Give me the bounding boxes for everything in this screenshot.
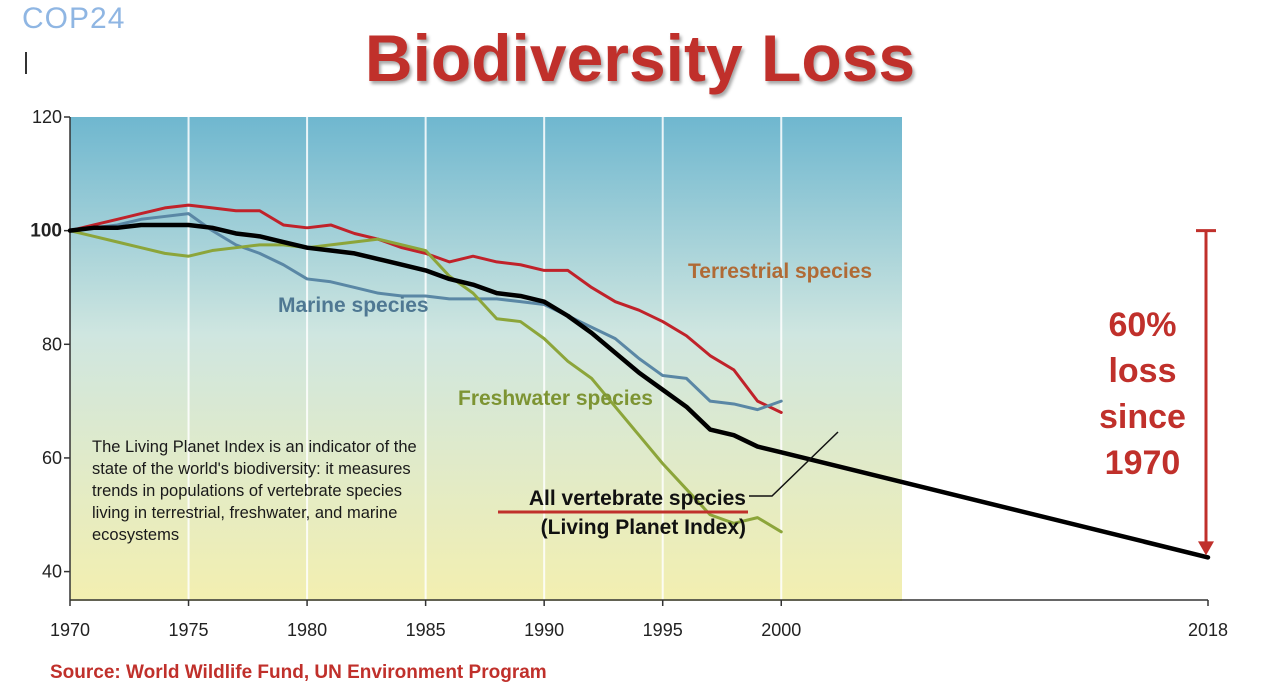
page-title: Biodiversity Loss — [364, 21, 916, 95]
series-labels: Terrestrial species Marine species Freshwa… — [278, 260, 872, 539]
series-line-2 — [68, 212, 783, 412]
series-label-4: All vertebrate species — [529, 487, 746, 510]
x-tick-label: 1985 — [406, 620, 446, 640]
y-tick-label: 80 — [42, 334, 62, 354]
series-label-5: (Living Planet Index) — [541, 516, 746, 539]
x-tick-label: 1975 — [169, 620, 209, 640]
arrow-head — [1198, 541, 1214, 556]
y-tick-label: 60 — [42, 448, 62, 468]
loss-arrow — [1196, 229, 1216, 556]
series-lines — [67, 203, 1211, 560]
axes: 40 60 80 100 120 1970 1975 1980 1985 1990 1995 2000… — [30, 107, 1228, 640]
lpi-leader-line — [749, 431, 839, 497]
text-cursor — [25, 52, 27, 74]
series-label-3: Freshwater species — [458, 387, 653, 410]
cop24-logo: COP24 — [22, 2, 126, 35]
loss-annotation: 60% loss since 1970 — [1099, 306, 1186, 482]
series-line-3 — [68, 229, 783, 534]
x-tick-label: 1980 — [287, 620, 327, 640]
x-tick-label: 2000 — [761, 620, 801, 640]
series-label-2: Marine species — [278, 294, 429, 317]
x-tick-label: 1995 — [643, 620, 683, 640]
series-line-1 — [68, 203, 783, 414]
y-tick-label: 100 — [30, 221, 62, 242]
lpi-note: The Living Planet Index is an indicator … — [92, 438, 417, 544]
y-tick-label: 40 — [42, 562, 62, 582]
x-tick-label: 1970 — [50, 620, 90, 640]
series-label-1: Terrestrial species — [688, 260, 872, 283]
series-line-4 — [67, 222, 1211, 560]
grid — [187, 117, 783, 600]
x-tick-label: 1990 — [524, 620, 564, 640]
y-tick-label: 120 — [32, 107, 62, 127]
source-caption: Source: World Wildlife Fund, UN Environm… — [50, 662, 547, 683]
x-tick-label: 2018 — [1188, 620, 1228, 640]
